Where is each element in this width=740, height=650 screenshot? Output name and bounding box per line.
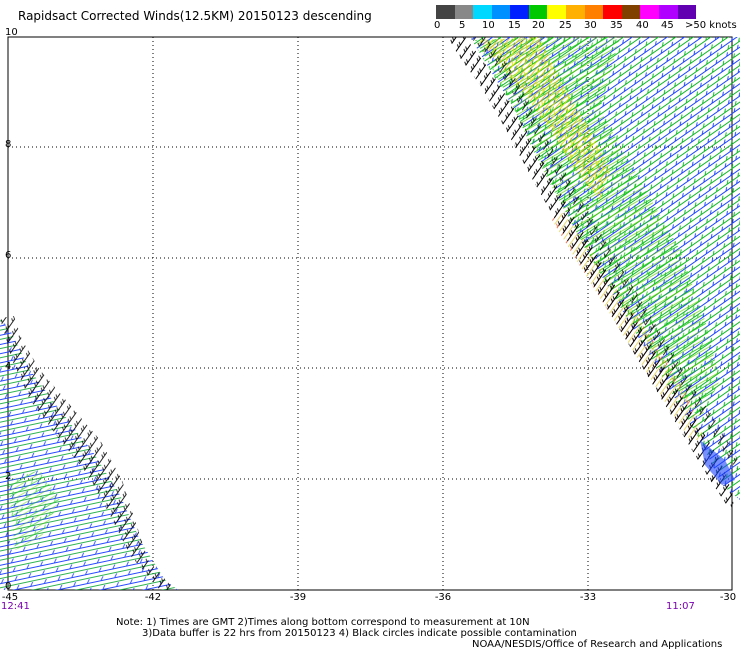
- left-swath: [0, 316, 178, 590]
- colorbar-swatch: [454, 5, 474, 19]
- note-line-1: Note: 1) Times are GMT 2)Times along bot…: [116, 617, 530, 628]
- colorbar-label: >50 knots: [685, 20, 737, 31]
- lon-label: -36: [434, 592, 452, 603]
- colorbar-label: 35: [610, 20, 623, 31]
- colorbar-swatch: [491, 5, 511, 19]
- colorbar-swatch: [658, 5, 678, 19]
- lon-label: -42: [144, 592, 162, 603]
- lat-label: 2: [5, 471, 12, 482]
- colorbar-swatch: [621, 5, 641, 19]
- colorbar-swatch: [603, 5, 622, 19]
- right-swath: [448, 37, 740, 510]
- colorbar-label: 0: [434, 20, 441, 31]
- lat-label: 8: [5, 139, 12, 150]
- pass-time-left: 12:41: [1, 601, 30, 612]
- colorbar-label: 15: [508, 20, 521, 31]
- colorbar-label: 25: [559, 20, 572, 31]
- colorbar-swatch: [677, 5, 697, 19]
- colorbar-swatch: [528, 5, 548, 19]
- lat-label: 4: [5, 361, 12, 372]
- lon-label: -39: [289, 592, 307, 603]
- colorbar-swatch: [510, 5, 529, 19]
- colorbar-swatch: [584, 5, 604, 19]
- colorbar-label: 20: [532, 20, 545, 31]
- colorbar-swatch: [436, 5, 455, 19]
- lat-label: 0: [5, 581, 12, 592]
- colorbar-label: 10: [482, 20, 495, 31]
- lat-label: 10: [5, 27, 18, 38]
- colorbar-label: 40: [636, 20, 649, 31]
- wind-speed-colorbar: [436, 5, 697, 19]
- note-line-2: 3)Data buffer is 22 hrs from 20150123 4)…: [142, 628, 577, 639]
- lat-label: 6: [5, 250, 12, 261]
- credit-line: NOAA/NESDIS/Office of Research and Appli…: [472, 639, 723, 650]
- colorbar-label: 30: [584, 20, 597, 31]
- lon-label: -33: [579, 592, 597, 603]
- colorbar-label: 45: [661, 20, 674, 31]
- lon-label: -45: [1, 592, 19, 603]
- colorbar-label: 5: [459, 20, 466, 31]
- colorbar-swatch: [566, 5, 585, 19]
- colorbar-swatch: [473, 5, 492, 19]
- map-title: Rapidsact Corrected Winds(12.5KM) 201501…: [18, 9, 372, 23]
- colorbar-swatch: [547, 5, 567, 19]
- colorbar-swatch: [640, 5, 659, 19]
- lon-label: -30: [719, 592, 737, 603]
- pass-time-right: 11:07: [666, 601, 695, 612]
